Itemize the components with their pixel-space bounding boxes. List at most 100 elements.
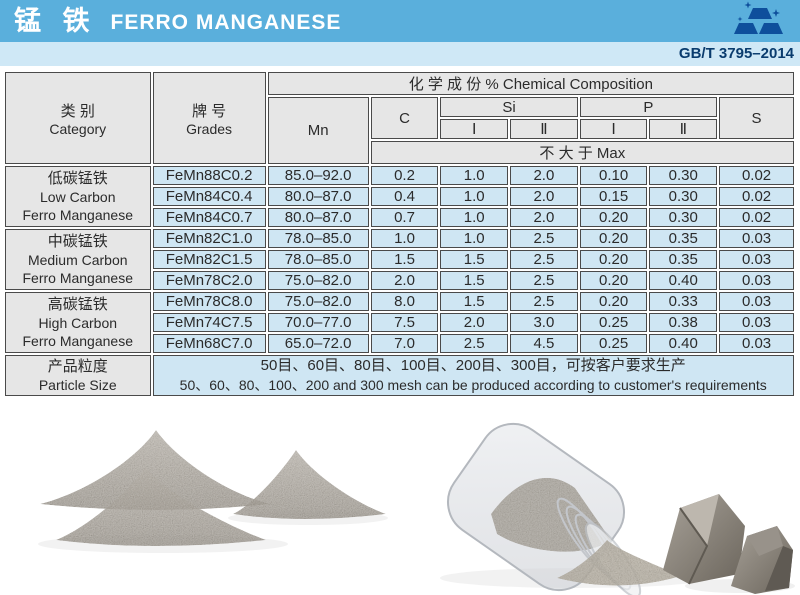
p2-cell: 0.40 [649,334,718,353]
p1-cell: 0.10 [579,166,648,185]
mn-cell: 65.0–72.0 [267,334,369,353]
header-p-1: Ⅰ [579,119,648,139]
metal-ingots-logo-icon [732,1,788,46]
si2-cell: 2.5 [510,292,578,311]
s-cell: 0.03 [719,229,794,248]
p2-cell: 0.35 [649,229,718,248]
mn-cell: 80.0–87.0 [267,187,369,206]
page-title-english: FERRO MANGANESE [110,11,342,34]
mn-cell: 80.0–87.0 [267,208,369,227]
standard-strip: GB/T 3795–2014 [0,42,800,66]
si1-cell: 1.0 [440,187,509,206]
table-row: FeMn84C0.4 80.0–87.0 0.4 1.0 2.0 0.15 0.… [5,187,794,206]
p1-cell: 0.25 [579,313,648,332]
c-cell: 7.0 [370,334,439,353]
page-banner: 锰 铁 FERRO MANGANESE [0,0,800,42]
mn-cell: 75.0–82.0 [267,292,369,311]
p2-cell: 0.38 [649,313,718,332]
p2-cell: 0.40 [649,271,718,290]
table-row: FeMn74C7.5 70.0–77.0 7.5 2.0 3.0 0.25 0.… [5,313,794,332]
si2-cell: 2.0 [510,208,578,227]
grade-cell: FeMn88C0.2 [152,166,266,185]
category-low-carbon: 低碳锰铁 Low Carbon Ferro Manganese [5,166,151,227]
header-max: 不 大 于 Max [370,141,794,164]
header-mn: Mn [267,97,369,164]
product-photos [0,418,800,595]
c-cell: 2.0 [370,271,439,290]
header-s: S [719,97,794,139]
s-cell: 0.02 [719,166,794,185]
header-category: 类 别 Category [5,72,151,164]
header-grades-zh: 牌 号 [191,102,227,120]
grade-cell: FeMn78C8.0 [152,292,266,311]
grade-cell: FeMn84C0.4 [152,187,266,206]
p2-cell: 0.30 [649,166,718,185]
si2-cell: 4.5 [510,334,578,353]
header-grades: 牌 号 Grades [152,72,266,164]
table-row: FeMn84C0.7 80.0–87.0 0.7 1.0 2.0 0.20 0.… [5,208,794,227]
grade-cell: FeMn68C7.0 [152,334,266,353]
grade-cell: FeMn78C2.0 [152,271,266,290]
p1-cell: 0.20 [579,271,648,290]
particle-size-row: 产品粒度 Particle Size 50目、60目、80目、100目、200目… [5,355,794,397]
si1-cell: 1.0 [440,229,509,248]
category-medium-carbon: 中碳锰铁 Medium Carbon Ferro Manganese [5,229,151,290]
c-cell: 0.2 [370,166,439,185]
table-row: 中碳锰铁 Medium Carbon Ferro Manganese FeMn8… [5,229,794,290]
si2-cell: 2.5 [510,250,578,269]
s-cell: 0.02 [719,187,794,206]
mn-cell: 78.0–85.0 [267,229,369,248]
si1-cell: 1.5 [440,250,509,269]
p1-cell: 0.20 [579,250,648,269]
c-cell: 1.5 [370,250,439,269]
grade-cell: FeMn74C7.5 [152,313,266,332]
si1-cell: 1.5 [440,292,509,311]
p2-cell: 0.30 [649,187,718,206]
grade-cell: FeMn84C0.7 [152,208,266,227]
table-row: FeMn78C2.0 75.0–82.0 2.0 1.5 2.5 0.20 0.… [5,271,794,290]
header-si: Si [440,97,578,117]
p1-cell: 0.15 [579,187,648,206]
chemical-composition-table: 类 别 Category 牌 号 Grades 化 学 成 份 % Chemic… [3,70,796,399]
header-c: C [370,97,439,139]
mn-cell: 85.0–92.0 [267,166,369,185]
si1-cell: 1.5 [440,271,509,290]
si1-cell: 2.5 [440,334,509,353]
jar-and-lumps-photo [440,422,795,595]
table-row: 低碳锰铁 Low Carbon Ferro Manganese FeMn88C0… [5,166,794,227]
s-cell: 0.03 [719,313,794,332]
grade-cell: FeMn82C1.5 [152,250,266,269]
s-cell: 0.03 [719,271,794,290]
header-category-zh: 类 别 [60,102,95,120]
header-category-en: Category [49,120,107,137]
si2-cell: 2.5 [510,229,578,248]
p2-cell: 0.30 [649,208,718,227]
si1-cell: 1.0 [440,208,509,227]
p1-cell: 0.20 [579,229,648,248]
header-si-2: Ⅱ [510,119,578,139]
header-composition: 化 学 成 份 % Chemical Composition [267,72,794,95]
p2-cell: 0.35 [649,250,718,269]
c-cell: 7.5 [370,313,439,332]
s-cell: 0.02 [719,208,794,227]
si2-cell: 2.5 [510,271,578,290]
granule-piles-photo [38,430,388,553]
category-high-carbon: 高碳锰铁 High Carbon Ferro Manganese [5,292,151,353]
particle-size-label: 产品粒度 Particle Size [5,355,151,397]
si2-cell: 3.0 [510,313,578,332]
c-cell: 1.0 [370,229,439,248]
header-grades-en: Grades [186,120,233,137]
s-cell: 0.03 [719,292,794,311]
page-title-chinese: 锰 铁 [14,6,97,36]
s-cell: 0.03 [719,334,794,353]
p1-cell: 0.20 [579,292,648,311]
c-cell: 8.0 [370,292,439,311]
grade-cell: FeMn82C1.0 [152,229,266,248]
p1-cell: 0.20 [579,208,648,227]
mn-cell: 75.0–82.0 [267,271,369,290]
header-p-2: Ⅱ [649,119,718,139]
header-p: P [579,97,718,117]
si2-cell: 2.0 [510,187,578,206]
standard-number: GB/T 3795–2014 [678,45,794,62]
table-row: FeMn82C1.5 78.0–85.0 1.5 1.5 2.5 0.20 0.… [5,250,794,269]
